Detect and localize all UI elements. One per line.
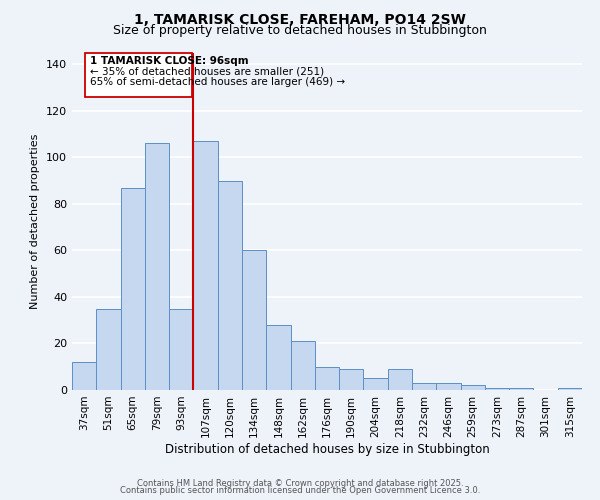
Text: 65% of semi-detached houses are larger (469) →: 65% of semi-detached houses are larger (… [90, 77, 346, 87]
Bar [461, 386, 485, 390]
Bar [558, 388, 582, 390]
Bar [509, 388, 533, 390]
X-axis label: Distribution of detached houses by size in Stubbington: Distribution of detached houses by size … [164, 442, 490, 456]
FancyBboxPatch shape [85, 52, 192, 96]
Bar [266, 325, 290, 390]
Bar [242, 250, 266, 390]
Bar [364, 378, 388, 390]
Text: 1 TAMARISK CLOSE: 96sqm: 1 TAMARISK CLOSE: 96sqm [90, 56, 249, 66]
Bar [218, 180, 242, 390]
Bar [412, 383, 436, 390]
Bar [169, 308, 193, 390]
Bar [436, 383, 461, 390]
Text: Size of property relative to detached houses in Stubbington: Size of property relative to detached ho… [113, 24, 487, 37]
Bar [145, 144, 169, 390]
Text: 1, TAMARISK CLOSE, FAREHAM, PO14 2SW: 1, TAMARISK CLOSE, FAREHAM, PO14 2SW [134, 12, 466, 26]
Bar [485, 388, 509, 390]
Bar [193, 141, 218, 390]
Bar [315, 366, 339, 390]
Text: Contains HM Land Registry data © Crown copyright and database right 2025.: Contains HM Land Registry data © Crown c… [137, 478, 463, 488]
Y-axis label: Number of detached properties: Number of detached properties [31, 134, 40, 309]
Bar [388, 369, 412, 390]
Bar [121, 188, 145, 390]
Text: ← 35% of detached houses are smaller (251): ← 35% of detached houses are smaller (25… [90, 66, 325, 76]
Bar [339, 369, 364, 390]
Bar [72, 362, 96, 390]
Text: Contains public sector information licensed under the Open Government Licence 3.: Contains public sector information licen… [120, 486, 480, 495]
Bar [96, 308, 121, 390]
Bar [290, 341, 315, 390]
